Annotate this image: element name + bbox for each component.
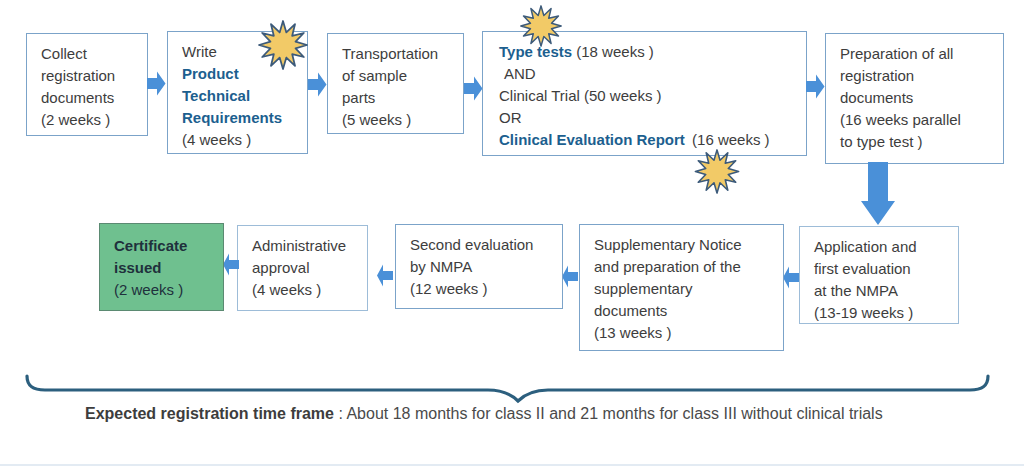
step-text: documents [840,87,999,109]
step-certificate-issued: Certificate issued (2 weeks ) [99,223,224,311]
arrow-down-icon [860,162,896,226]
step-text: Supplementary Notice [594,234,779,256]
step-text: by NMPA [410,256,558,278]
step-text: Administrative [252,235,363,257]
step-text: OR [499,107,802,129]
step-text: Transportation [342,43,459,65]
step-text-emphasis: issued [114,257,219,279]
step-duration: (18 weeks ) [572,43,654,60]
step-text: Collect [41,43,143,65]
step-text: AND [499,63,802,85]
arrow-left-icon [223,253,239,276]
step-type-tests-clinical: Type tests (18 weeks ) AND Clinical Tria… [482,31,807,156]
step-duration: (12 weeks ) [410,278,558,300]
step-transportation-sample-parts: Transportation of sample parts (5 weeks … [327,33,464,134]
step-text: Second evaluation [410,234,558,256]
arrow-right-icon [806,74,825,99]
step-duration: (4 weeks ) [252,279,363,301]
caption-text: : About 18 months for class II and 21 mo… [334,405,883,422]
step-text: at the NMPA [814,280,954,302]
arrow-left-icon [783,266,799,289]
step-text: documents [594,300,779,322]
step-duration: (13 weeks ) [594,322,779,344]
step-text: Application and [814,236,954,258]
step-text: Requirements [182,107,303,129]
starburst-icon [518,5,564,47]
starburst-icon [694,149,740,194]
registration-flowchart: Collect registration documents (2 weeks … [0,0,1024,470]
timeline-brace [20,373,996,407]
arrow-left-icon [562,265,578,288]
step-text: registration [41,65,143,87]
caption-label: Expected registration time frame [85,405,334,422]
step-administrative-approval: Administrative approval (4 weeks ) [237,225,368,311]
bottom-divider [0,464,1024,466]
step-text: documents [41,87,143,109]
starburst-icon [256,20,310,70]
step-text: registration [840,65,999,87]
step-text: supplementary [594,278,779,300]
step-text: of sample [342,65,459,87]
step-text: approval [252,257,363,279]
step-second-evaluation-nmpa: Second evaluation by NMPA (12 weeks ) [395,224,563,309]
step-text: Technical [182,85,303,107]
step-text-emphasis: Certificate [114,235,219,257]
step-text: Clinical Trial (50 weeks ) [499,85,802,107]
step-duration: (13-19 weeks ) [814,302,954,324]
step-text: and preparation of the [594,256,779,278]
step-duration: (16 weeks parallel [840,109,999,131]
step-supplementary-notice: Supplementary Notice and preparation of … [579,224,784,351]
step-collect-documents: Collect registration documents (2 weeks … [26,33,148,136]
step-duration: (4 weeks ) [182,129,303,151]
step-text: parts [342,87,459,109]
step-text: Preparation of all [840,43,999,65]
step-application-first-evaluation: Application and first evaluation at the … [799,226,959,324]
step-duration: (16 weeks ) [688,131,770,148]
arrow-right-icon [464,76,483,101]
step-text: Clinical Evaluation Report (16 weeks ) [499,129,802,151]
step-duration: to type test ) [840,131,999,153]
arrow-right-icon [147,71,166,96]
step-duration: (2 weeks ) [41,109,143,131]
step-text-emphasis: Clinical Evaluation Report [499,131,685,148]
expected-timeframe-caption: Expected registration time frame : About… [85,405,883,423]
step-duration: (2 weeks ) [114,279,219,301]
step-duration: (5 weeks ) [342,109,459,131]
arrow-left-icon [377,264,393,287]
arrow-right-icon [308,72,327,97]
step-text: first evaluation [814,258,954,280]
step-preparation-registration-documents: Preparation of all registration document… [825,33,1004,164]
